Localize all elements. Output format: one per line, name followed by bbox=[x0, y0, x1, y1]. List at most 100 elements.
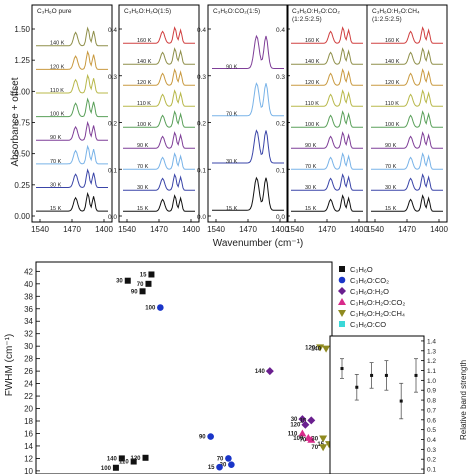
legend-marker bbox=[339, 321, 345, 327]
point-label: 70 bbox=[311, 445, 318, 451]
y-tick-label: 1.1 bbox=[427, 368, 436, 375]
y-tick-label: 0.9 bbox=[427, 388, 436, 395]
temperature-label: 140 K bbox=[50, 41, 65, 47]
band-strength-y-ticks: 0.1 0.2 0.3 0.4 0.5 0.6 0.7 0.8 0.9 1.0 1.1 1.2 1.3 1… bbox=[421, 338, 436, 474]
point-label: 120 bbox=[131, 456, 142, 462]
y-tick-label: 38 bbox=[24, 292, 33, 301]
spectrum-line bbox=[123, 131, 195, 149]
spectrum-line bbox=[123, 110, 195, 128]
point-label: 100 bbox=[101, 466, 112, 472]
data-point bbox=[307, 435, 316, 443]
y-tick-label: 42 bbox=[24, 267, 33, 276]
y-tick-label: 0.2 bbox=[276, 121, 285, 128]
temperature-label: 70 K bbox=[137, 164, 149, 170]
panel-frame bbox=[286, 4, 368, 223]
temperature-label: 110 K bbox=[305, 101, 319, 107]
data-point bbox=[142, 454, 149, 461]
y-tick-label: 18 bbox=[24, 417, 33, 426]
point-label: 70 bbox=[300, 438, 307, 444]
temperature-label: 110 K bbox=[385, 101, 399, 107]
band-strength-point bbox=[370, 373, 374, 377]
spectra-y-axis-title: Absorbance + offset bbox=[10, 77, 21, 166]
spectrum-line bbox=[291, 152, 363, 170]
y-tick-label: 0.1 bbox=[108, 167, 117, 174]
temperature-label: 110 K bbox=[137, 101, 151, 107]
data-point bbox=[298, 429, 307, 437]
y-tick-label: 34 bbox=[24, 317, 33, 326]
y-tick-label: 0.4 bbox=[197, 27, 206, 34]
data-point bbox=[307, 416, 316, 425]
temperature-label: 30 K bbox=[305, 185, 317, 191]
legend-label: C₃H₆O:H₂O bbox=[350, 287, 389, 296]
y-tick-label: 24 bbox=[24, 380, 33, 389]
point-label: 100 bbox=[145, 306, 156, 312]
temperature-label: 120 K bbox=[305, 80, 320, 86]
panel-title: C₃H₆O pure bbox=[37, 8, 72, 15]
y-tick-label: 1.2 bbox=[427, 358, 436, 365]
spectrum-line bbox=[123, 26, 195, 44]
legend-label: C₃H₆O:H₂O:CH₄ bbox=[350, 309, 405, 318]
panel-title: (1:2.5:2.5) bbox=[292, 16, 322, 23]
temperature-label: 70 K bbox=[226, 112, 238, 118]
y-tick-label: 0.2 bbox=[427, 457, 436, 464]
y-tick-label: 0.4 bbox=[427, 437, 436, 444]
y-tick-label: 0.2 bbox=[197, 121, 206, 128]
legend: C₃H₆O C₃H₆O:CO₂ C₃H₆O:H₂O C₃H₆O:H₂O:CO₂ C₃H₆… bbox=[338, 265, 405, 329]
panel-title: C₃H₆O:H₂O:CH₄ bbox=[372, 8, 420, 15]
y-tick-label: 1.0 bbox=[427, 378, 436, 385]
spectrum-line bbox=[123, 194, 195, 212]
x-tick-label: 1470 bbox=[398, 225, 416, 234]
data-point bbox=[319, 435, 328, 443]
temperature-label: 30 K bbox=[50, 182, 62, 188]
data-point bbox=[216, 463, 223, 471]
point-label: 120 bbox=[290, 423, 301, 429]
y-tick-label: 36 bbox=[24, 305, 33, 314]
temperature-label: 30 K bbox=[137, 185, 149, 191]
point-label: 140 bbox=[311, 347, 322, 353]
y-tick-label: 10 bbox=[24, 467, 33, 474]
spectrum-panel-2: C₃H₆O:H₂O(1:5) 0.0 0.1 0.2 0.3 0.4 1540 1470 140… bbox=[108, 4, 200, 234]
data-point bbox=[112, 464, 119, 471]
spectrum-line bbox=[123, 68, 195, 86]
temperature-label: 70 K bbox=[50, 159, 62, 165]
temperature-label: 120 K bbox=[385, 80, 400, 86]
y-tick-label: 22 bbox=[24, 392, 33, 401]
spectrum-line bbox=[291, 26, 363, 44]
temperature-label: 160 K bbox=[305, 38, 320, 44]
x-tick-label: 1470 bbox=[239, 225, 257, 234]
data-point bbox=[225, 455, 232, 462]
band-strength-points bbox=[340, 358, 418, 420]
panel-title: (1:2.5:2.5) bbox=[372, 16, 402, 23]
point-label: 110 bbox=[119, 460, 129, 466]
band-strength-point bbox=[414, 373, 418, 377]
point-label: 15 bbox=[300, 418, 307, 424]
legend-marker bbox=[338, 298, 346, 305]
data-point bbox=[157, 304, 164, 311]
temperature-label: 140 K bbox=[385, 59, 400, 65]
temperature-label: 30 K bbox=[385, 185, 397, 191]
point-label: 70 bbox=[137, 282, 144, 288]
data-point bbox=[148, 271, 155, 278]
spectrum-line bbox=[371, 110, 443, 128]
legend-marker bbox=[338, 287, 346, 295]
y-tick-label: 20 bbox=[24, 405, 33, 414]
temperature-label: 110 K bbox=[50, 88, 64, 94]
temperature-label: 70 K bbox=[305, 164, 317, 170]
temperature-label: 120 K bbox=[137, 80, 152, 86]
temperature-label: 90 K bbox=[226, 64, 238, 70]
temperature-label: 15 K bbox=[50, 206, 62, 212]
temperature-label: 30 K bbox=[226, 159, 238, 165]
x-tick-label: 1540 bbox=[31, 225, 49, 234]
temperature-label: 15 K bbox=[226, 206, 238, 212]
data-point bbox=[301, 420, 310, 429]
y-tick-label: 0.6 bbox=[427, 417, 436, 424]
y-tick-label: 0.4 bbox=[276, 27, 285, 34]
y-tick-label: 28 bbox=[24, 355, 33, 364]
y-tick-label: 1.50 bbox=[14, 25, 30, 34]
legend-label: C₃H₆O:CO bbox=[350, 320, 386, 329]
temperature-label: 140 K bbox=[137, 59, 152, 65]
y-tick-label: 0.3 bbox=[108, 74, 117, 81]
data-point bbox=[145, 280, 152, 287]
temperature-label: 160 K bbox=[385, 38, 400, 44]
